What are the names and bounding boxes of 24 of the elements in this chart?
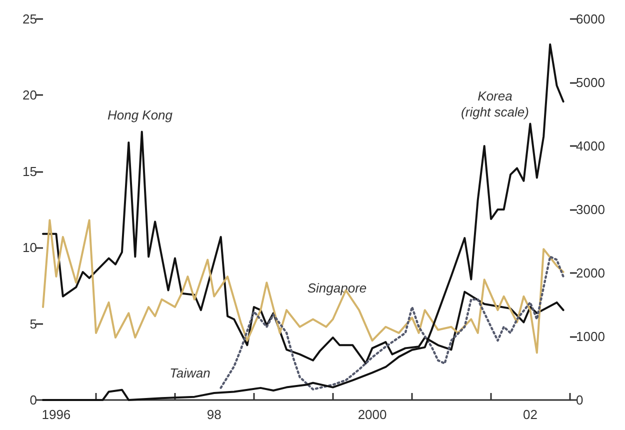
y2-tick-label: 5000 [576,75,605,90]
x-tick-label: 1996 [42,407,71,422]
series-label: Taiwan [170,366,210,380]
x-tick-label: 02 [522,407,538,422]
series-label: Korea (right scale) [461,88,529,120]
line-series [220,256,564,390]
y2-tick-label: 0 [576,392,584,408]
y-tick-label: 15 [22,164,37,179]
x-tick-label: 98 [206,407,222,422]
x-tick-label: 2000 [358,407,387,422]
y-tick-label: 20 [22,88,37,103]
y-tick-label: 10 [22,240,37,256]
y2-tick-label: 1000 [576,329,605,344]
series-label: Singapore [307,280,367,296]
line-series [42,43,564,401]
y-tick-label: 5 [30,316,37,332]
y2-tick-label: 2000 [576,266,605,280]
y2-tick-label: 3000 [576,202,605,217]
line-series [42,219,564,354]
y2-tick-label: 6000 [576,12,605,26]
y-tick-label: 25 [22,12,37,26]
y-tick-label: 0 [30,392,37,408]
y2-tick-label: 4000 [576,138,605,154]
series-label: Hong Kong [107,108,174,122]
